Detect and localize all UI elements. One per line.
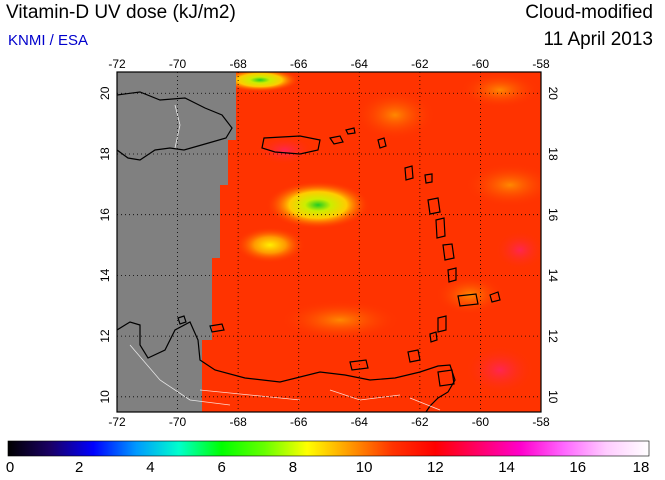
uv-warm-patch [280,300,400,340]
lat-tick-right: 16 [546,208,560,222]
uv-warm-patch [220,72,300,92]
lon-tick-top: -70 [169,57,187,71]
lon-tick-top: -62 [411,57,429,71]
lon-tick-bottom: -72 [108,415,126,429]
lat-tick-right: 12 [546,329,560,343]
lon-tick-top: -60 [472,57,490,71]
lat-tick-right: 18 [546,147,560,161]
colorbar-tick-label: 10 [355,459,373,476]
uv-cool-patch [255,135,315,165]
lon-tick-top: -64 [351,57,369,71]
source-label: KNMI / ESA [8,32,89,49]
lat-tick-left: 20 [98,86,112,100]
lat-tick-left: 12 [98,329,112,343]
lon-tick-bottom: -64 [351,415,369,429]
lon-tick-bottom: -58 [532,415,550,429]
lon-tick-bottom: -66 [290,415,308,429]
lat-tick-left: 14 [98,268,112,282]
lon-tick-top: -58 [532,57,550,71]
uv-cool-patch [495,230,541,270]
lon-tick-bottom: -60 [472,415,490,429]
lat-tick-left: 16 [98,208,112,222]
colorbar-tick-label: 14 [498,459,515,476]
colorbar-tick-label: 4 [146,459,155,476]
colorbar-tick-label: 18 [632,459,650,476]
map-title: Vitamin-D UV dose (kJ/m2) [6,2,236,23]
country-borders [129,104,441,411]
colorbar-tick-label: 2 [75,459,84,476]
colorbar-tick-label: 16 [569,459,587,476]
lat-tick-left: 10 [98,390,112,404]
map-frame [116,71,542,413]
coastlines [117,91,501,412]
lat-tick-right: 10 [546,390,560,404]
lon-tick-bottom: -68 [229,415,247,429]
graticule [117,72,541,412]
axis-ticks: -72 -72 -70 -70 -68 -68 -66 -66 -64 -64 -62 -62 -60 -… [98,57,560,429]
map-field [117,72,541,412]
uv-hotspot [266,181,370,229]
colorbar-tick-label: 6 [217,459,226,476]
lat-tick-right: 20 [546,87,560,101]
uv-warm-patch [465,163,541,207]
colorbar-tick-label: 8 [288,459,298,476]
colorbar-tick-label: 12 [426,459,444,476]
colorbar [7,440,650,457]
uv-warm-patch [235,227,305,263]
uv-warm-patch [460,72,540,108]
lon-tick-bottom: -70 [169,415,187,429]
lon-tick-top: -72 [108,57,126,71]
lon-tick-bottom: -62 [411,415,429,429]
lon-tick-top: -66 [290,57,308,71]
colorbar-tick-label: 0 [5,459,15,476]
lat-tick-left: 18 [98,147,112,161]
no-data-region [117,72,236,412]
uv-warm-patch [355,90,435,140]
uv-cool-patch [465,345,535,395]
lat-tick-right: 14 [546,269,560,283]
lon-tick-top: -68 [229,57,247,71]
product-label: Cloud-modified [525,2,653,23]
date-label: 11 April 2013 [543,29,653,50]
